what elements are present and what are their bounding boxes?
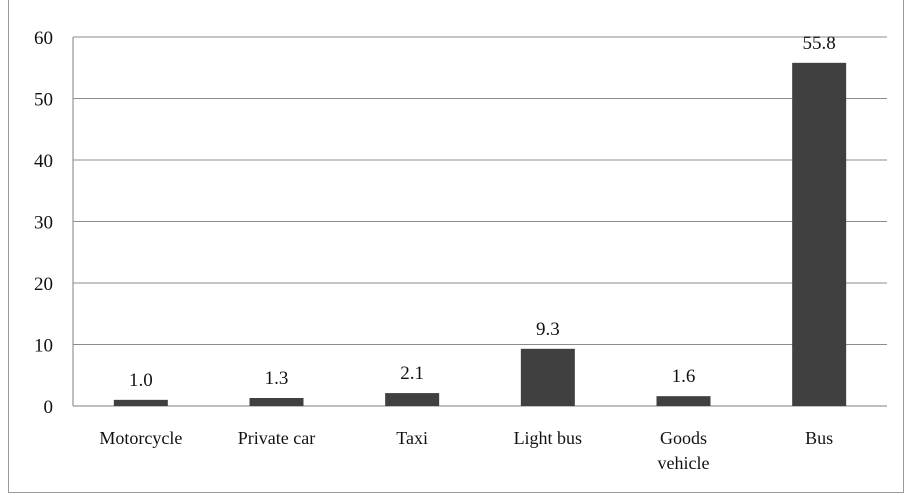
y-tick-label: 30 [34,213,53,234]
data-label: 2.1 [400,363,424,384]
bar [385,393,440,406]
x-tick-label: Private car [238,428,315,448]
y-tick-label: 60 [34,28,53,49]
data-label: 1.6 [672,366,696,387]
bar [792,62,847,406]
y-tick-label: 40 [34,151,53,172]
bar [249,398,304,406]
data-label: 1.0 [129,370,153,391]
bar [113,399,168,406]
y-tick-label: 20 [34,274,53,295]
x-tick-label: vehicle [658,453,710,473]
y-tick-label: 0 [44,397,54,418]
chart-frame: 0 10 20 30 40 50 60 1.0 Motorcycle 1.3 Private car… [8,0,904,493]
bar [656,396,711,406]
data-label: 9.3 [536,319,560,340]
x-tick-label: Goods [660,428,707,448]
bar-chart: 0 10 20 30 40 50 60 1.0 Motorcycle 1.3 Private car… [34,28,887,473]
x-tick-label: Light bus [514,428,583,448]
data-label: 1.3 [265,368,289,389]
y-tick-label: 50 [34,90,53,111]
x-tick-label: Taxi [396,428,428,448]
x-tick-label: Motorcycle [99,428,182,448]
x-tick-label: Bus [805,428,833,448]
y-tick-label: 10 [34,336,53,357]
bars [113,62,847,406]
axes [72,37,887,407]
labels: 0 10 20 30 40 50 60 1.0 Motorcycle 1.3 Private car… [34,28,836,473]
bar [520,348,575,406]
data-label: 55.8 [803,33,836,54]
gridlines [73,36,887,345]
